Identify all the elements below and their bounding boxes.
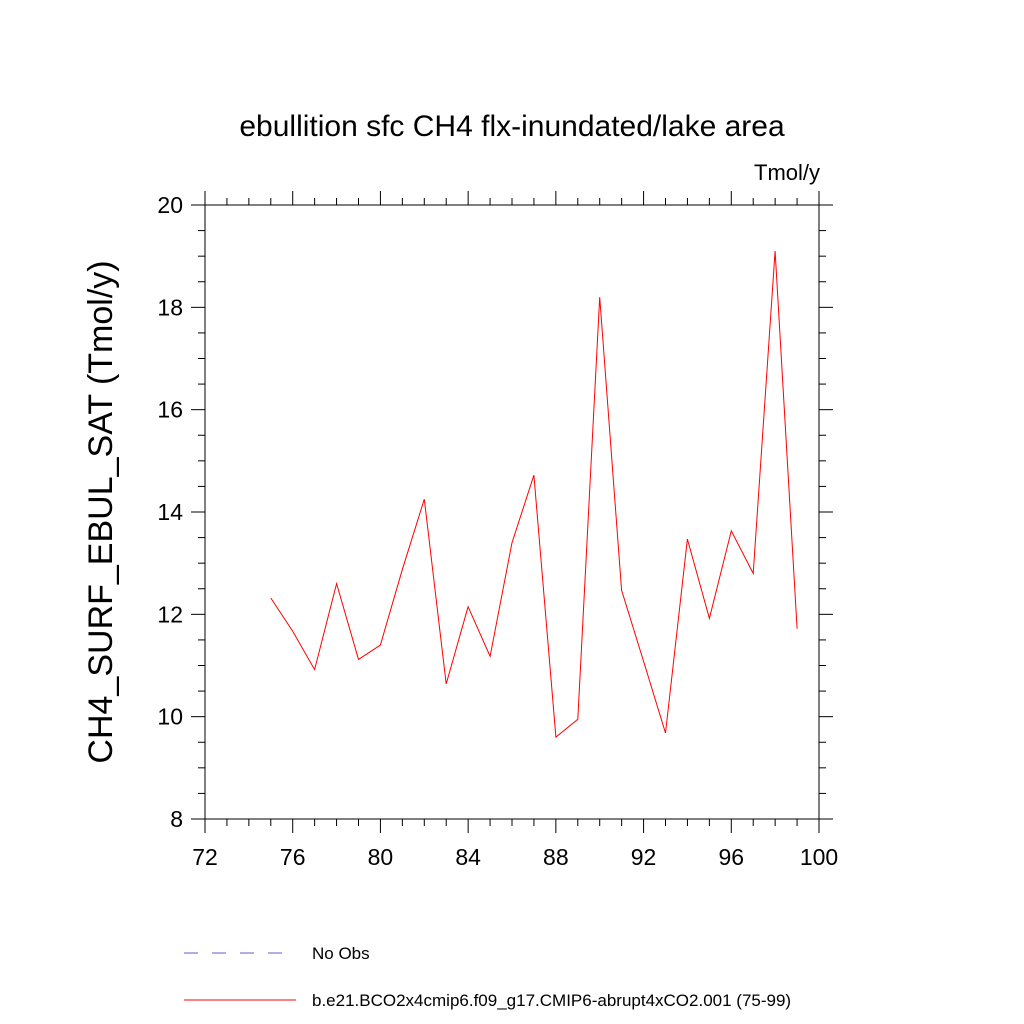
series-line bbox=[270, 250, 798, 739]
x-tick-label: 72 bbox=[192, 844, 218, 870]
x-tick-label: 84 bbox=[455, 844, 481, 870]
x-tick-label: 80 bbox=[368, 844, 394, 870]
legend: No Obs b.e21.BCO2x4cmip6.f09_g17.CMIP6-ab… bbox=[184, 944, 791, 1010]
x-tick-label: 76 bbox=[280, 844, 306, 870]
x-tick-label: 92 bbox=[631, 844, 657, 870]
y-tick-label: 10 bbox=[157, 704, 183, 730]
tick-labels: 72 76 80 84 88 92 96 100 8 10 12 14 16 18 20 bbox=[157, 192, 838, 870]
legend-label: b.e21.BCO2x4cmip6.f09_g17.CMIP6-abrupt4x… bbox=[312, 991, 791, 1010]
chart-title: ebullition sfc CH4 flx-inundated/lake ar… bbox=[239, 110, 785, 143]
y-axis-label: CH4_SURF_EBUL_SAT (Tmol/y) bbox=[82, 260, 120, 763]
y-tick-label: 8 bbox=[170, 806, 183, 832]
y-tick-label: 16 bbox=[157, 397, 183, 423]
series-layer bbox=[270, 250, 798, 739]
y-tick-label: 20 bbox=[157, 192, 183, 218]
x-tick-label: 100 bbox=[800, 844, 838, 870]
y-tick-label: 12 bbox=[157, 601, 183, 627]
legend-label: No Obs bbox=[312, 944, 370, 963]
y-tick-label: 18 bbox=[157, 294, 183, 320]
y-tick-label: 14 bbox=[157, 499, 183, 525]
units-label: Tmol/y bbox=[754, 160, 820, 185]
axis-ticks bbox=[191, 191, 833, 833]
x-tick-label: 96 bbox=[718, 844, 744, 870]
x-tick-label: 88 bbox=[543, 844, 569, 870]
plot-frame bbox=[204, 204, 820, 820]
